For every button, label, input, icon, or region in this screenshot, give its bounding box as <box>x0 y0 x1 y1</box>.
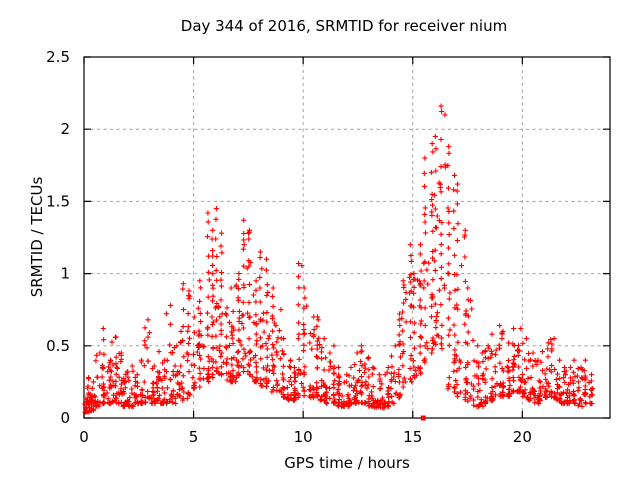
x-tick-label: 10 <box>294 428 313 446</box>
x-tick-label: 15 <box>403 428 422 446</box>
x-tick-label: 20 <box>513 428 532 446</box>
plot-border <box>83 56 611 419</box>
y-tick-label: 1 <box>60 265 70 283</box>
x-tick-label: 5 <box>189 428 199 446</box>
chart-title: Day 344 of 2016, SRMTID for receiver niu… <box>181 17 507 35</box>
y-tick-label: 2.5 <box>46 48 70 66</box>
y-tick-label: 1.5 <box>46 192 70 210</box>
y-tick-label: 0 <box>60 409 70 427</box>
y-axis-label: SRMTID / TECUs <box>28 177 46 298</box>
x-axis-label: GPS time / hours <box>284 454 410 472</box>
grid-lines <box>84 57 610 418</box>
plot-area: 0 5 10 15 20 0 0.5 1 1.5 2 2.5 <box>46 48 611 446</box>
data-point-square <box>420 415 426 421</box>
axis-ticks <box>83 56 610 419</box>
data-points <box>82 103 595 415</box>
x-tick-label: 0 <box>79 428 89 446</box>
y-tick-label: 0.5 <box>46 337 70 355</box>
y-tick-label: 2 <box>60 120 70 138</box>
